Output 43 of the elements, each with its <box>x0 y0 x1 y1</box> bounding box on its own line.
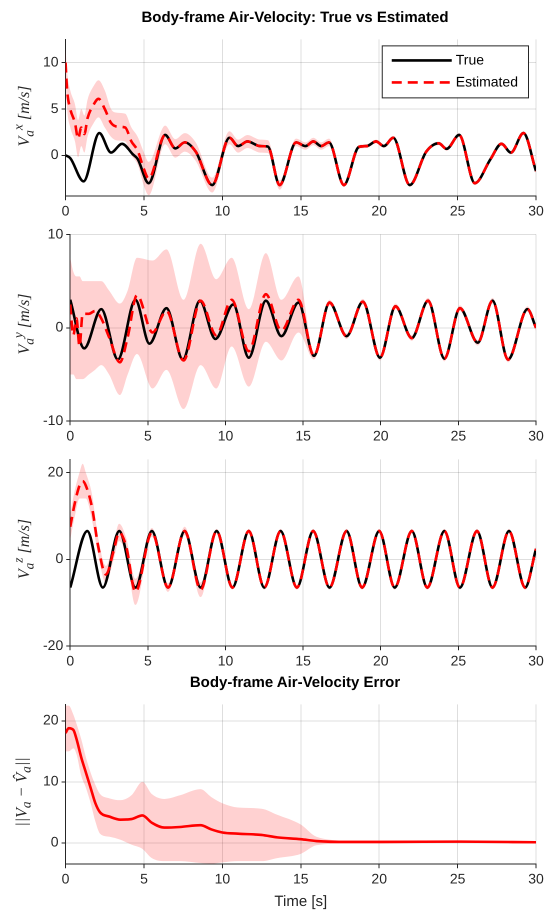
y-tick-label: 20 <box>48 463 64 480</box>
x-tick-label: 30 <box>528 870 544 886</box>
x-tick-label: 20 <box>372 652 389 668</box>
x-tick-label: 20 <box>372 427 389 444</box>
y-tick-label: -20 <box>43 637 64 654</box>
x-tick-label: 0 <box>66 427 74 444</box>
x-axis-title: Time [s] <box>274 893 328 910</box>
y-tick-label: -10 <box>43 412 64 428</box>
y-tick-label: 0 <box>50 146 59 162</box>
x-tick-label: 0 <box>66 652 74 668</box>
y-tick-label: 10 <box>42 53 59 70</box>
x-tick-label: 10 <box>214 870 230 886</box>
x-tick-label: 25 <box>450 870 466 886</box>
y-tick-label: 0 <box>55 550 64 566</box>
y-tick-label: 0 <box>50 834 59 850</box>
x-tick-label: 5 <box>140 870 148 886</box>
x-tick-label: 5 <box>140 202 148 218</box>
y-tick-label: 10 <box>48 225 64 242</box>
legend-label: True <box>456 51 484 68</box>
y-tick-label: 20 <box>42 712 59 728</box>
x-tick-label: 15 <box>292 870 309 886</box>
x-tick-label: 25 <box>450 427 466 444</box>
x-tick-label: 5 <box>144 427 152 444</box>
x-tick-label: 30 <box>528 427 544 444</box>
y-tick-label: 0 <box>55 318 64 335</box>
x-tick-label: 15 <box>292 202 309 218</box>
x-tick-label: 25 <box>450 652 466 668</box>
x-tick-label: 10 <box>218 652 234 668</box>
x-tick-label: 15 <box>295 652 312 668</box>
y-tick-label: 5 <box>50 100 59 116</box>
y-tick-label: 10 <box>42 772 59 789</box>
x-tick-label: 30 <box>528 652 544 668</box>
chart-title: Body-frame Air-Velocity: True vs Estimated <box>140 8 450 28</box>
x-tick-label: 10 <box>214 202 230 218</box>
x-tick-label: 20 <box>371 870 388 886</box>
x-tick-label: 30 <box>528 202 544 218</box>
x-tick-label: 10 <box>218 427 234 444</box>
x-tick-label: 20 <box>371 202 388 218</box>
x-tick-label: 5 <box>144 652 152 668</box>
legend-label: Estimated <box>456 73 518 90</box>
x-tick-label: 15 <box>295 427 312 444</box>
chart-title: Body-frame Air-Velocity Error <box>188 673 402 693</box>
x-tick-label: 25 <box>450 202 466 218</box>
